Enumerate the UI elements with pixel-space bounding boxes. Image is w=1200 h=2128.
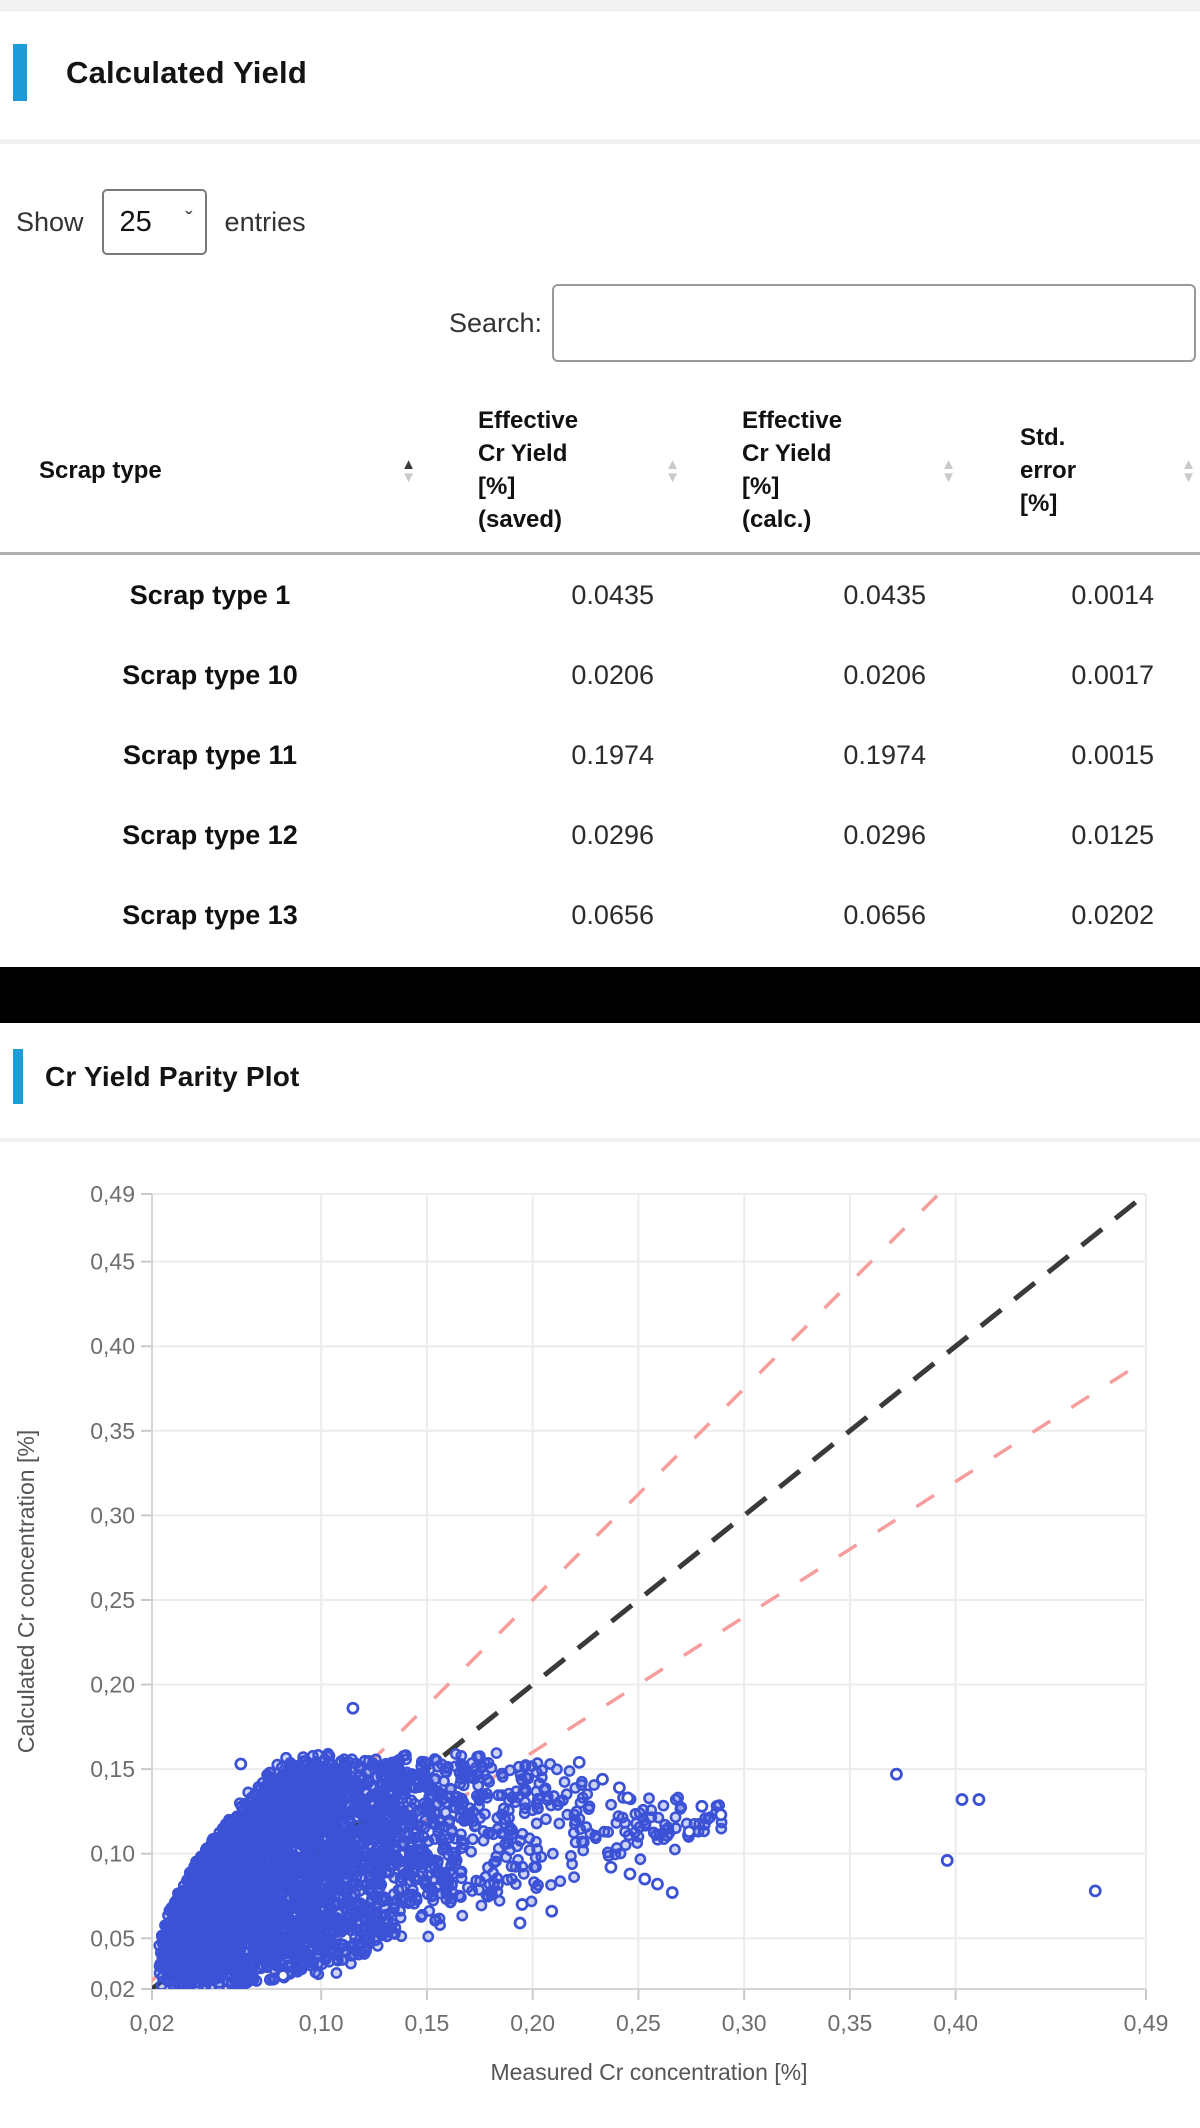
parity-plot[interactable]: 0,02 0,10 0,15 0,20 0,25 0,30 0,35 0,40 0,49 0,02… bbox=[0, 1150, 1200, 2103]
svg-text:0,25: 0,25 bbox=[90, 1587, 135, 1613]
svg-text:0,30: 0,30 bbox=[90, 1503, 135, 1529]
cell-scrap-type: Scrap type 13 bbox=[122, 899, 298, 930]
svg-text:0,25: 0,25 bbox=[616, 2010, 661, 2036]
svg-text:0,30: 0,30 bbox=[722, 2010, 767, 2036]
cell-yield-saved: 0.1974 bbox=[571, 739, 654, 770]
cell-yield-saved: 0.0435 bbox=[571, 579, 654, 610]
column-header-std-error[interactable]: Std. error [%] ▲ ▼ bbox=[960, 390, 1200, 556]
svg-text:0,10: 0,10 bbox=[299, 2010, 344, 2036]
show-label: Show bbox=[16, 206, 84, 237]
parity-plot-svg: 0,02 0,10 0,15 0,20 0,25 0,30 0,35 0,40 0,49 0,02… bbox=[13, 1181, 1169, 2085]
cell-yield-calc: 0.0206 bbox=[843, 659, 926, 690]
column-label: Std. error [%] bbox=[1020, 423, 1077, 517]
y-axis-title: Calculated Cr concentration [%] bbox=[13, 1430, 39, 1753]
page-top-strip bbox=[0, 0, 1200, 11]
divider bbox=[0, 1138, 1200, 1143]
parity-plot-title: Cr Yield Parity Plot bbox=[45, 1060, 300, 1092]
svg-text:0,15: 0,15 bbox=[405, 2010, 450, 2036]
svg-text:0,02: 0,02 bbox=[130, 2010, 175, 2036]
cell-scrap-type: Scrap type 1 bbox=[129, 579, 291, 610]
search-label: Search: bbox=[448, 307, 542, 338]
svg-text:0,40: 0,40 bbox=[90, 1334, 135, 1360]
cell-scrap-type: Scrap type 10 bbox=[122, 659, 298, 690]
column-label: Scrap type bbox=[39, 456, 162, 484]
table-row: Scrap type 12 0.0296 0.0296 0.0125 bbox=[0, 795, 1200, 875]
cell-std-error: 0.0202 bbox=[1071, 899, 1154, 930]
column-label: Effective Cr Yield [%] (saved) bbox=[478, 407, 579, 534]
table-row: Scrap type 13 0.0656 0.0656 0.0202 bbox=[0, 875, 1200, 955]
svg-text:0,05: 0,05 bbox=[90, 1926, 135, 1952]
table-row: Scrap type 10 0.0206 0.0206 0.0017 bbox=[0, 635, 1200, 715]
cell-scrap-type: Scrap type 12 bbox=[122, 819, 298, 850]
column-header-scrap-type[interactable]: Scrap type ▲ ▼ bbox=[0, 390, 420, 556]
sort-icon: ▲ ▼ bbox=[1181, 456, 1196, 487]
x-axis-title: Measured Cr concentration [%] bbox=[490, 2059, 807, 2085]
cell-std-error: 0.0014 bbox=[1071, 579, 1154, 610]
table-search-control: Search: bbox=[0, 282, 1196, 364]
svg-text:0,15: 0,15 bbox=[90, 1757, 135, 1783]
search-input[interactable] bbox=[552, 284, 1196, 362]
svg-text:0,35: 0,35 bbox=[828, 2010, 873, 2036]
cell-yield-saved: 0.0296 bbox=[571, 819, 654, 850]
cell-yield-saved: 0.0206 bbox=[571, 659, 654, 690]
cell-std-error: 0.0015 bbox=[1071, 739, 1154, 770]
table-header-row: Scrap type ▲ ▼ Effective Cr Yield [%] (sa… bbox=[0, 390, 1200, 556]
section-accent-bar bbox=[13, 44, 27, 101]
entries-label: entries bbox=[224, 206, 306, 237]
cell-std-error: 0.0125 bbox=[1071, 819, 1154, 850]
svg-text:0,40: 0,40 bbox=[933, 2010, 978, 2036]
svg-text:0,20: 0,20 bbox=[510, 2010, 555, 2036]
divider bbox=[0, 139, 1200, 144]
parity-plot-header: Cr Yield Parity Plot bbox=[0, 1023, 1200, 1138]
svg-text:0,49: 0,49 bbox=[90, 1181, 135, 1207]
table-row: Scrap type 1 0.0435 0.0435 0.0014 bbox=[0, 554, 1200, 636]
table-row: Scrap type 11 0.1974 0.1974 0.0015 bbox=[0, 715, 1200, 795]
column-header-yield-saved[interactable]: Effective Cr Yield [%] (saved) ▲ ▼ bbox=[420, 390, 684, 556]
cell-yield-calc: 0.0435 bbox=[843, 579, 926, 610]
svg-text:0,45: 0,45 bbox=[90, 1249, 135, 1275]
section-divider-bar bbox=[0, 967, 1200, 1024]
sort-icon: ▲ ▼ bbox=[665, 456, 680, 487]
calculated-yield-header: Calculated Yield bbox=[0, 11, 1200, 139]
page-length-select-wrap: 25 ˇ bbox=[101, 189, 207, 255]
column-label: Effective Cr Yield [%] (calc.) bbox=[742, 407, 843, 534]
svg-text:0,02: 0,02 bbox=[90, 1976, 135, 2002]
cell-yield-calc: 0.1974 bbox=[843, 739, 926, 770]
cell-scrap-type: Scrap type 11 bbox=[122, 739, 298, 770]
calculated-yield-table: Scrap type ▲ ▼ Effective Cr Yield [%] (sa… bbox=[0, 390, 1200, 955]
svg-text:0,20: 0,20 bbox=[90, 1672, 135, 1698]
cell-yield-calc: 0.0296 bbox=[843, 819, 926, 850]
svg-text:0,35: 0,35 bbox=[90, 1418, 135, 1444]
svg-text:0,10: 0,10 bbox=[90, 1841, 135, 1867]
page-length-select[interactable]: 25 bbox=[101, 189, 207, 255]
svg-text:0,49: 0,49 bbox=[1124, 2010, 1169, 2036]
sort-icon: ▲ ▼ bbox=[401, 456, 416, 487]
section-accent-bar bbox=[13, 1049, 23, 1105]
column-header-yield-calc[interactable]: Effective Cr Yield [%] (calc.) ▲ ▼ bbox=[684, 390, 960, 556]
cell-yield-saved: 0.0656 bbox=[571, 899, 654, 930]
sort-icon: ▲ ▼ bbox=[941, 456, 956, 487]
cell-yield-calc: 0.0656 bbox=[843, 899, 926, 930]
page-title: Calculated Yield bbox=[66, 54, 307, 90]
cell-std-error: 0.0017 bbox=[1071, 659, 1154, 690]
table-length-control: Show 25 ˇ entries bbox=[16, 188, 1200, 256]
